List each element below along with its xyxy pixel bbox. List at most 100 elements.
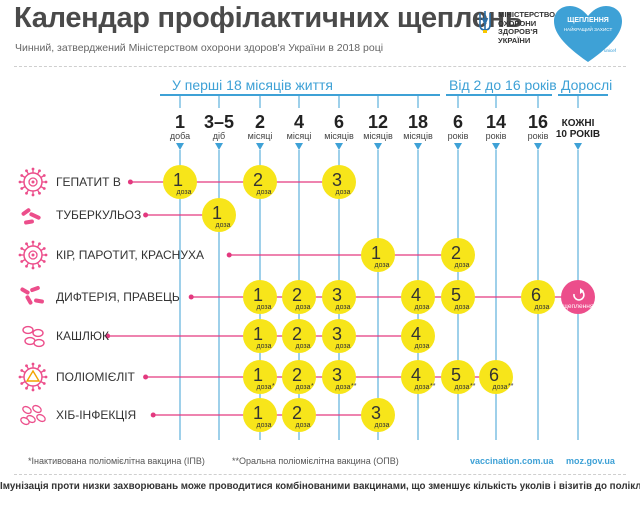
dose-marks: 1доза2доза3доза1доза1доза2доза1доза2доза… (163, 165, 595, 432)
header-divider (14, 66, 626, 67)
dose-word: доза (335, 189, 350, 196)
dose-circle (361, 398, 395, 432)
dose-number: 2 (292, 285, 302, 305)
dose-word: доза (414, 304, 429, 311)
dose-word: доза (256, 304, 271, 311)
ministry-name: МІНІСТЕРСТВО ОХОРОНИ ЗДОРОВ'Я УКРАЇНИ (498, 10, 556, 45)
dose-circle (163, 165, 197, 199)
dose-number: 1 (253, 285, 263, 305)
dose-word: доза (256, 422, 271, 429)
disease-name: КІР, ПАРОТИТ, КРАСНУХА (56, 248, 204, 262)
dose-number: 2 (292, 365, 302, 385)
dose-circle (243, 319, 277, 353)
diphtheria-bacteria-icon (20, 285, 44, 305)
age-arrow (374, 143, 382, 150)
dose-word: доза (295, 304, 310, 311)
dose-circle (401, 319, 435, 353)
age-header-number: 12 (368, 112, 388, 132)
link-moz-site[interactable]: moz.gov.ua (566, 456, 615, 466)
dose-footnote-mark: ** (430, 383, 436, 390)
age-header-unit: років (448, 131, 469, 141)
age-header-number: 18 (408, 112, 428, 132)
dose-number: 1 (371, 243, 381, 263)
dose-word: доза (454, 384, 469, 391)
dose-word: доза (256, 343, 271, 350)
dose-word: доза (454, 262, 469, 269)
dose-circle (282, 398, 316, 432)
disease-names: ГЕПАТИТ В ТУБЕРКУЛЬОЗ КІР, ПАРОТИТ, КРАСНУ… (56, 175, 204, 422)
dose-word: доза (295, 384, 310, 391)
disease-name: ДИФТЕРІЯ, ПРАВЕЦЬ (56, 290, 180, 304)
dose-number: 3 (332, 285, 342, 305)
dose-word: доза (176, 189, 191, 196)
dose-number: 3 (332, 365, 342, 385)
dose-circle (322, 165, 356, 199)
dose-word: доза (454, 304, 469, 311)
dose-circle (401, 360, 435, 394)
dose-word: доза (374, 262, 389, 269)
dose-footnote-mark: ** (470, 383, 476, 390)
age-band-label: У перші 18 місяців життя (172, 77, 333, 93)
dose-circle (322, 280, 356, 314)
age-arrow (574, 143, 582, 150)
dose-number: 1 (253, 365, 263, 385)
dose-number: 2 (253, 170, 263, 190)
footer-divider (14, 474, 626, 475)
footnote-opv: **Оральна поліомієлітна вакцина (ОПВ) (232, 456, 399, 466)
dose-circle (243, 280, 277, 314)
age-header-unit: місяців (324, 131, 354, 141)
disease-icons (18, 167, 48, 426)
vaccination-heart-logo: ЩЕПЛЕННЯ НАЙКРАЩИЙ ЗАХИСТ unicef (552, 4, 624, 66)
dose-circle (322, 319, 356, 353)
dose-circle (202, 198, 236, 232)
age-band-label: Від 2 до 16 років (449, 77, 557, 93)
dose-number: 4 (411, 285, 421, 305)
dose-number: 5 (451, 365, 461, 385)
polio-virus-icon (18, 362, 48, 392)
link-vaccination-site[interactable]: vaccination.com.ua (470, 456, 554, 466)
dose-circle (441, 238, 475, 272)
repeat-icon (573, 290, 585, 301)
age-header-unit: місяці (287, 131, 312, 141)
age-header-unit: доба (170, 131, 190, 141)
dose-number: 3 (332, 170, 342, 190)
dose-circle (441, 360, 475, 394)
age-header-number: 14 (486, 112, 506, 132)
dose-number: 5 (451, 285, 461, 305)
dose-circle (479, 360, 513, 394)
hepatitis-virus-icon (18, 167, 48, 197)
dose-footnote-mark: * (272, 383, 275, 390)
dose-word: доза (295, 422, 310, 429)
dose-number: 6 (489, 365, 499, 385)
dose-number: 2 (292, 403, 302, 423)
dose-word: доза (414, 384, 429, 391)
dose-circle (401, 280, 435, 314)
age-header-number: 1 (175, 112, 185, 132)
page-subtitle: Чинний, затверджений Міністерством охоро… (15, 42, 384, 54)
footnote-ipv: *Інактивована поліомієлітна вакцина (ІПВ… (28, 456, 205, 466)
dose-word: доза (256, 384, 271, 391)
pertussis-bacteria-icon (22, 325, 45, 348)
age-header-adult-line2: 10 РОКІВ (556, 129, 600, 140)
dose-word: доза (335, 304, 350, 311)
dose-word: доза (215, 222, 230, 229)
dose-footnote-mark: ** (351, 383, 357, 390)
dose-word: доза (534, 304, 549, 311)
heart-icon (554, 6, 622, 62)
age-headers: 1доба3–5діб2місяці4місяці6місяців12місяц… (170, 112, 600, 141)
age-header-number: 16 (528, 112, 548, 132)
age-header-unit: діб (213, 131, 225, 141)
age-arrow (335, 143, 343, 150)
dose-number: 1 (253, 403, 263, 423)
unicef-logo: unicef (604, 48, 617, 53)
dose-number: 2 (451, 243, 461, 263)
dose-circle (441, 280, 475, 314)
combined-vaccines-note: Імунізація проти низки захворювань може … (0, 481, 640, 492)
age-arrow (454, 143, 462, 150)
dose-footnote-mark: ** (508, 383, 514, 390)
dose-circle (282, 319, 316, 353)
dose-circle (282, 360, 316, 394)
dose-word: доза (414, 343, 429, 350)
dose-circle (521, 280, 555, 314)
